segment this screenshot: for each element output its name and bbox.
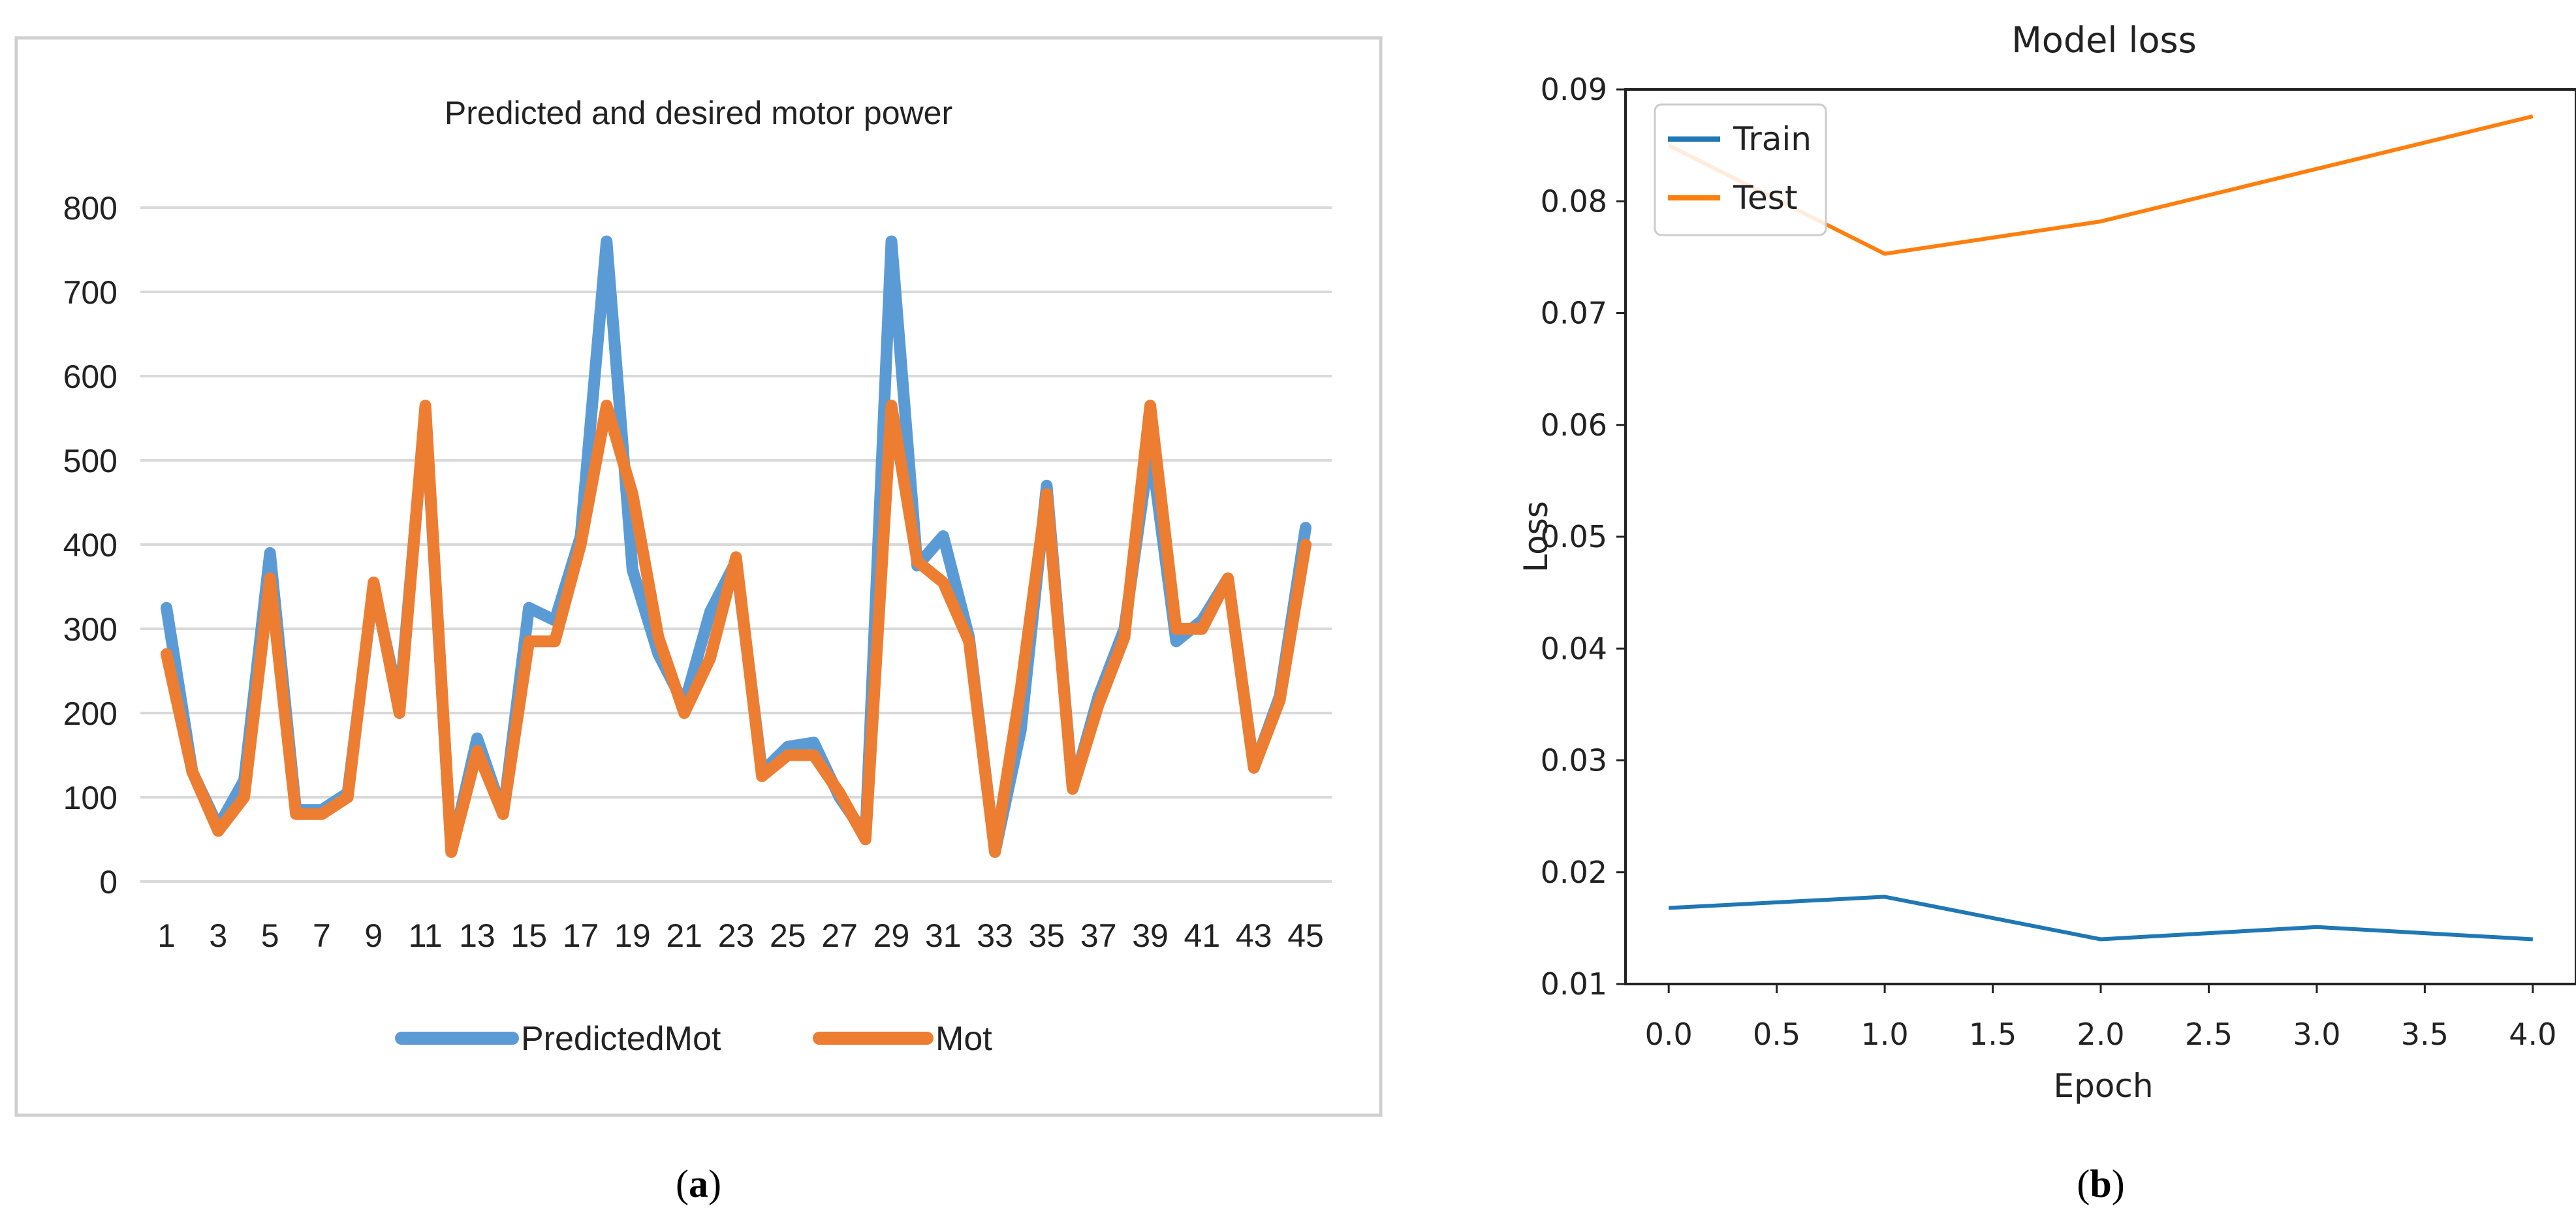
- x-tick-label: 27: [821, 917, 858, 954]
- panel-a-frame: [14, 36, 1383, 1117]
- chart-a-y-axis: 0 100 200 300 400 500 600 700 800: [63, 190, 118, 900]
- y-tick-label: 0.01: [1541, 966, 1607, 1002]
- chart-a-title: Predicted and desired motor power: [445, 95, 952, 131]
- x-tick-label: 5: [261, 917, 279, 954]
- chart-a-legend: PredictedMot Mot: [395, 1020, 992, 1058]
- x-tick-label: 2.5: [2185, 1017, 2233, 1052]
- y-tick-label: 0: [99, 864, 118, 900]
- y-tick-label: 800: [63, 190, 118, 227]
- panel-b: Model loss 0.0 0.5 1.0 1.5 2.0 2.5 3.0 3.5 4.00.…: [1517, 20, 2576, 1205]
- y-tick-label: 600: [63, 358, 118, 395]
- chart-b-axes: 0.0 0.5 1.0 1.5 2.0 2.5 3.0 3.5 4.0 0.01 0.02 0.03 0…: [1541, 72, 2557, 1052]
- x-tick-label: 39: [1132, 917, 1169, 954]
- y-tick-label: 0.03: [1541, 743, 1607, 778]
- x-tick-label: 3: [209, 917, 227, 954]
- x-tick-label: 1.0: [1861, 1017, 1909, 1052]
- x-tick-label: 31: [925, 917, 962, 954]
- y-tick-label: 400: [63, 527, 118, 564]
- chart-b-ylabel: Loss: [1517, 501, 1555, 573]
- y-tick-label: 0.04: [1541, 631, 1607, 666]
- panel-a: Predicted and desired motor power 0 100 20…: [14, 36, 1383, 1205]
- y-tick-label: 0.05: [1541, 519, 1607, 554]
- chart-a-series: [161, 235, 1312, 858]
- x-tick-label: 17: [563, 917, 599, 954]
- x-tick-label: 1: [157, 917, 176, 954]
- y-tick-label: 0.09: [1541, 72, 1607, 107]
- x-tick-label: 41: [1184, 917, 1221, 954]
- x-tick-label: 9: [364, 917, 383, 954]
- x-tick-label: 43: [1236, 917, 1272, 954]
- chart-b-legend: Train Test: [1654, 103, 1827, 236]
- x-tick-label: 19: [614, 917, 651, 954]
- y-tick-label: 0.08: [1541, 183, 1607, 219]
- y-tick-label: 0.07: [1541, 296, 1607, 331]
- panel-b-letter: b: [2090, 1162, 2111, 1205]
- x-tick-label: 23: [718, 917, 755, 954]
- x-tick-label: 4.0: [2509, 1017, 2556, 1052]
- chart-b-title: Model loss: [2011, 20, 2197, 61]
- chart-a-x-axis: 1 3 5 7 9 11 13 15 17 19 21 23 25 27 29 31 33 35 37 39 41 43 4…: [157, 917, 1324, 954]
- y-tick-label: 700: [63, 274, 118, 311]
- series-line-mot: [161, 400, 1312, 858]
- panel-b-caption: (b): [2077, 1162, 2124, 1205]
- x-tick-label: 25: [770, 917, 806, 954]
- legend-label-test: Test: [1733, 179, 1797, 217]
- x-tick-label: 3.5: [2401, 1017, 2449, 1052]
- x-tick-label: 21: [666, 917, 702, 954]
- x-tick-label: 45: [1287, 917, 1324, 954]
- x-tick-label: 35: [1029, 917, 1065, 954]
- x-tick-label: 1.5: [1969, 1017, 2017, 1052]
- x-tick-label: 13: [459, 917, 495, 954]
- x-tick-label: 7: [313, 917, 331, 954]
- chart-b-series: [1667, 114, 2534, 942]
- y-tick-label: 100: [63, 780, 118, 816]
- x-tick-label: 29: [873, 917, 910, 954]
- y-tick-label: 0.02: [1541, 855, 1607, 890]
- x-tick-label: 0.5: [1753, 1017, 1800, 1052]
- chart-b-xlabel: Epoch: [2053, 1067, 2153, 1105]
- x-tick-label: 33: [977, 917, 1013, 954]
- panel-a-caption: (a): [676, 1162, 721, 1205]
- y-tick-label: 200: [63, 695, 118, 732]
- chart-b-plot-frame: [1624, 88, 2576, 985]
- x-tick-label: 11: [409, 917, 443, 954]
- x-tick-label: 3.0: [2293, 1017, 2340, 1052]
- y-tick-label: 0.06: [1541, 407, 1607, 443]
- panel-a-letter: a: [689, 1162, 708, 1205]
- y-tick-label: 300: [63, 611, 118, 648]
- x-tick-label: 15: [510, 917, 547, 954]
- x-tick-label: 0.0: [1645, 1017, 1693, 1052]
- legend-label-mot: Mot: [935, 1020, 992, 1058]
- legend-label-train: Train: [1733, 120, 1812, 158]
- legend-label-predictedmot: PredictedMot: [521, 1020, 721, 1058]
- x-tick-label: 2.0: [2077, 1017, 2124, 1052]
- series-line-train: [1669, 895, 2533, 942]
- y-tick-label: 500: [63, 443, 118, 479]
- x-tick-label: 37: [1080, 917, 1117, 954]
